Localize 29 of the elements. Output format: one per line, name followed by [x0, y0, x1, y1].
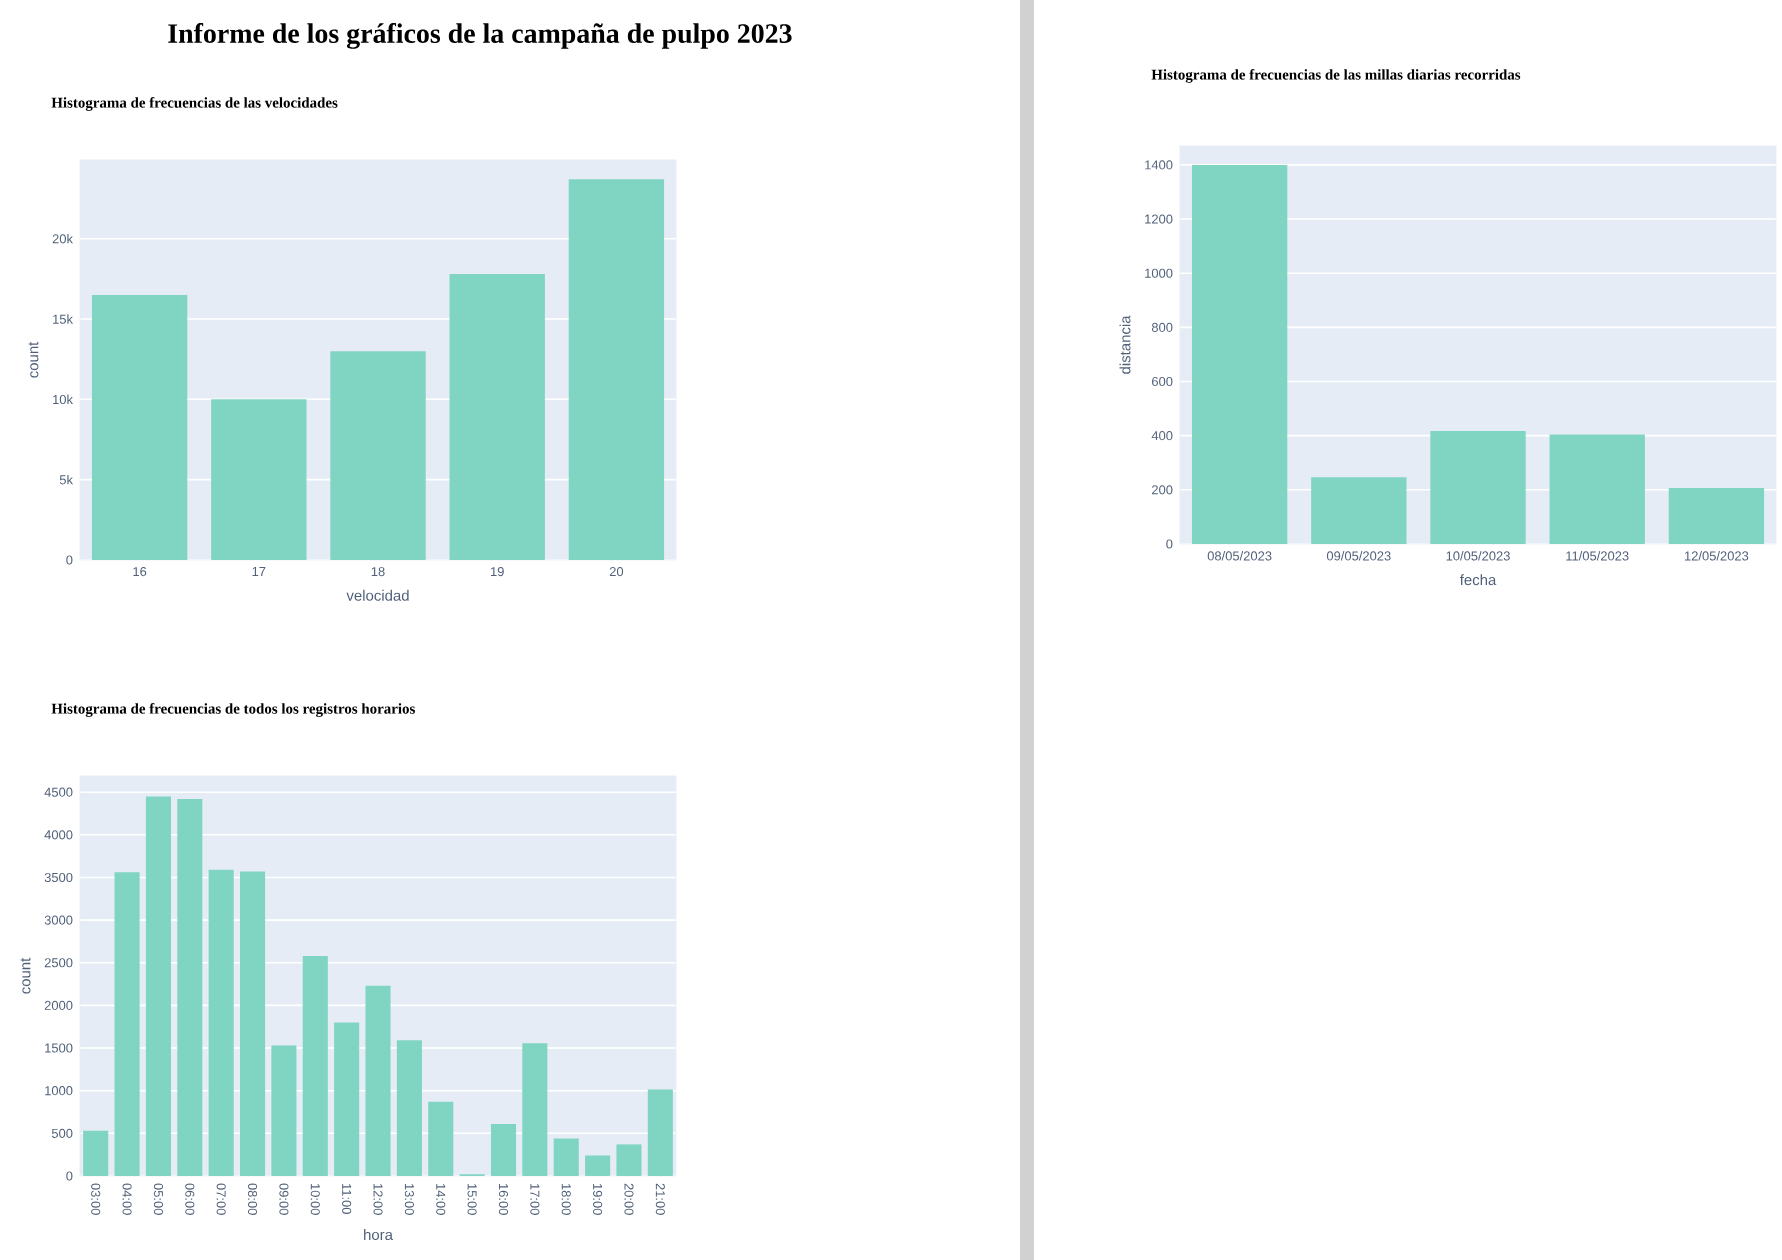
bar: [271, 1045, 297, 1176]
bar: [1549, 434, 1645, 544]
chart-title: Informe de los gráficos de la campaña de pulpo 2023: [168, 23, 792, 49]
bar: [365, 985, 391, 1176]
bar: [211, 399, 307, 560]
bar: [1668, 487, 1765, 544]
bar: [522, 1043, 548, 1176]
bar: [568, 179, 665, 560]
bar: [302, 955, 328, 1176]
bar: [1311, 477, 1407, 544]
bar: [490, 1123, 517, 1176]
bar: [239, 871, 266, 1176]
bar: [177, 798, 203, 1176]
bar: [647, 1089, 673, 1176]
bar: [91, 294, 188, 560]
bar: [114, 872, 140, 1176]
bar: [553, 1138, 579, 1176]
bar: [449, 274, 545, 560]
bar: [208, 869, 234, 1176]
bar: [1430, 431, 1526, 544]
bar: [145, 796, 171, 1176]
bar: [1191, 164, 1288, 544]
bar: [334, 1022, 360, 1176]
bar: [83, 1130, 109, 1176]
bar: [330, 351, 426, 560]
bar: [396, 1040, 422, 1176]
bar: [616, 1144, 642, 1176]
bar: [428, 1101, 454, 1176]
bar: [585, 1155, 611, 1176]
